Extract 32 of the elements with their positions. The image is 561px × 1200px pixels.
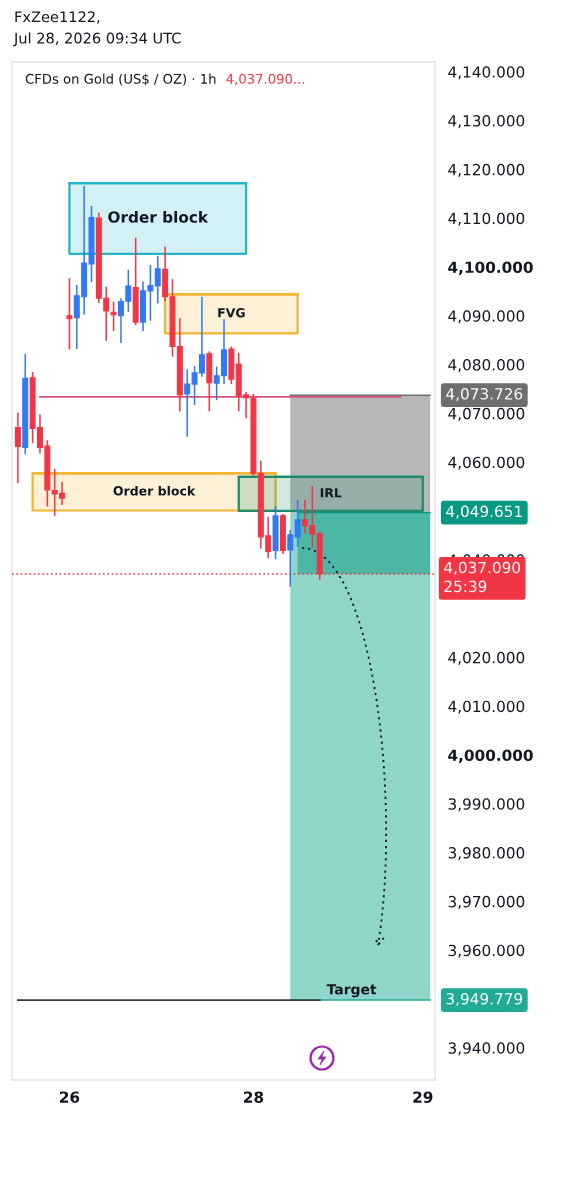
y-tick-label: 4,080.000 (448, 359, 525, 373)
y-tick-label: 3,990.000 (448, 798, 525, 812)
y-tick-label: 4,020.000 (448, 651, 525, 665)
y-tick-label: 4,140.000 (448, 66, 525, 80)
y-tick-label: 4,120.000 (448, 163, 525, 177)
y-tick-label: 4,090.000 (448, 310, 525, 324)
y-tick-label: 4,100.000 (448, 261, 533, 275)
data-label: 4,073.726 (446, 388, 523, 402)
x-tick-label: 29 (413, 1091, 433, 1103)
y-tick-label: 4,070.000 (448, 407, 525, 421)
y-tick-label: 4,010.000 (448, 700, 525, 714)
series-label: Target (326, 984, 377, 998)
annotation: 4,037.090... (226, 73, 305, 86)
y-tick-label: 4,130.000 (448, 115, 525, 129)
y-tick-label: 3,960.000 (448, 944, 525, 958)
y-tick-label: 3,940.000 (448, 1042, 525, 1056)
y-tick-label: 3,970.000 (448, 895, 525, 909)
series-label: IRL (320, 488, 342, 498)
x-tick-label: 26 (60, 1091, 80, 1103)
chart-subtitle: FxZee1122, Jul 28, 2026 09:34 UTC (13, 11, 181, 47)
y-tick-label: 4,000.000 (448, 749, 533, 763)
y-tick-label: 4,060.000 (448, 456, 525, 470)
series-label: Order block (108, 211, 209, 223)
y-tick-label: 4,110.000 (448, 212, 525, 226)
data-label: 3,949.779 (446, 992, 523, 1007)
series-label: Order block (113, 485, 196, 496)
ref-line-label: 4,037.090 25:39 (444, 561, 521, 593)
text: CFDs on Gold (US$ / OZ) · 1h (25, 73, 216, 86)
y-tick-label: 3,980.000 (448, 847, 525, 861)
x-tick-label: 28 (244, 1091, 264, 1103)
data-label: 4,049.651 (446, 505, 522, 519)
series-label: FVG (218, 307, 245, 318)
